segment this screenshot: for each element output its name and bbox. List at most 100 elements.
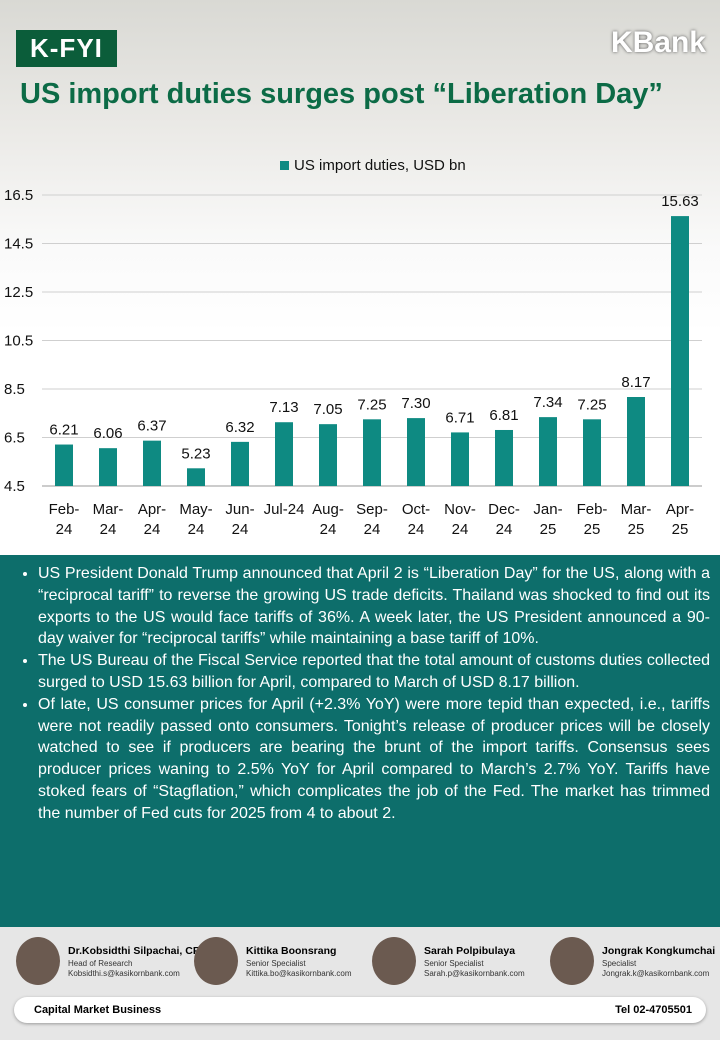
value-label: 7.25 [577, 396, 606, 413]
bar [99, 448, 117, 486]
value-label: 6.21 [49, 422, 78, 439]
brand: KBank [610, 26, 706, 59]
x-tick-part: Dec- [488, 501, 520, 518]
contact-email: Kittika.bo@kasikornbank.com [246, 969, 352, 978]
contact-name: Jongrak Kongkumchai [602, 945, 716, 957]
bar [539, 417, 557, 486]
x-tick-part: Oct- [402, 501, 430, 518]
x-tick-part: Feb- [577, 501, 608, 518]
badge: K-FYI [16, 30, 117, 67]
x-tick-part: 24 [100, 521, 117, 538]
x-tick-part: 24 [144, 521, 161, 538]
y-tick-label: 8.5 [4, 381, 25, 398]
x-tick-part: 24 [232, 521, 249, 538]
bar [363, 419, 381, 486]
value-label: 7.25 [357, 396, 386, 413]
x-tick-part: May- [179, 501, 212, 518]
contact-card: Kittika Boonsrang Senior Specialist Kittik… [194, 937, 370, 989]
y-tick-label: 6.5 [4, 430, 25, 447]
bar [495, 429, 513, 486]
value-label: 8.17 [621, 374, 650, 391]
avatar [194, 937, 238, 985]
x-tick-part: 24 [496, 521, 513, 538]
contact-role: Head of Research [68, 959, 133, 968]
y-tick-label: 10.5 [4, 333, 33, 350]
contact-card: Sarah Polpibulaya Senior Specialist Sarah.… [372, 937, 548, 989]
bar [143, 440, 161, 486]
value-label: 6.81 [489, 407, 518, 424]
bullet-list: US President Donald Trump announced that… [38, 563, 710, 825]
x-tick-label: Feb- 24 [49, 501, 80, 538]
chart: 4.5 6.5 8.5 10.5 12.5 14.5 16.5 US import dutie… [4, 157, 702, 538]
x-tick-label: Nov- 24 [444, 501, 476, 538]
contact-card: Dr.Kobsidthi Silpachai, CFA Head of Resea… [16, 937, 206, 989]
bar [231, 441, 249, 486]
contact-name: Dr.Kobsidthi Silpachai, CFA [68, 945, 207, 957]
phone: Tel 02-4705501 [615, 1004, 692, 1016]
value-label: 6.37 [137, 418, 166, 435]
x-tick-part: 24 [320, 521, 337, 538]
x-tick-part: 24 [364, 521, 381, 538]
value-label: 7.30 [401, 395, 430, 412]
value-label: 7.05 [313, 401, 342, 418]
value-label: 5.23 [181, 445, 210, 462]
footer-bar: Capital Market Business Tel 02-4705501 [14, 997, 706, 1023]
value-label: 7.34 [533, 394, 562, 411]
x-tick-part: Jan- [533, 501, 562, 518]
x-tick-label: Jul-24 [264, 501, 305, 518]
x-tick-label: Jun- 24 [225, 501, 254, 538]
text-panel: US President Donald Trump announced that… [0, 555, 720, 927]
bar [55, 444, 73, 486]
header-area: K-FYI KBank US import duties surges post… [0, 0, 720, 555]
value-label: 6.32 [225, 419, 254, 436]
bar [319, 424, 337, 486]
x-tick-label: Feb- 25 [577, 501, 608, 538]
bar [583, 419, 601, 486]
x-tick-label: May- 24 [179, 501, 212, 538]
x-tick-part: Mar- [621, 501, 652, 518]
value-label: 6.71 [445, 409, 474, 426]
bar [187, 468, 205, 486]
bar [671, 216, 689, 486]
contact-email: Jongrak.k@kasikornbank.com [602, 969, 710, 978]
contact-name: Sarah Polpibulaya [424, 945, 516, 957]
y-tick-label: 14.5 [4, 236, 33, 253]
contact-card: Jongrak Kongkumchai Specialist Jongrak.k@k… [550, 937, 720, 989]
x-tick-label: Jan- 25 [533, 501, 562, 538]
x-tick-part: 25 [628, 521, 645, 538]
bar [451, 432, 469, 486]
value-label: 7.13 [269, 399, 298, 416]
legend-swatch [280, 161, 289, 170]
x-tick-label: Dec- 24 [488, 501, 520, 538]
x-tick-label: Oct- 24 [402, 501, 430, 538]
x-tick-label: Mar- 24 [93, 501, 124, 538]
x-tick-part: Jun- [225, 501, 254, 518]
bar [407, 418, 425, 486]
legend-label: US import duties, USD bn [294, 157, 466, 174]
x-tick-part: Apr- [138, 501, 166, 518]
contact-role: Senior Specialist [424, 959, 484, 968]
value-label: 6.06 [93, 425, 122, 442]
x-tick-part: 24 [56, 521, 73, 538]
avatar [372, 937, 416, 985]
x-tick-part: Sep- [356, 501, 388, 518]
x-tick-part: Apr- [666, 501, 694, 518]
x-tick-part: Nov- [444, 501, 476, 518]
bullet: Of late, US consumer prices for April (+… [38, 694, 710, 825]
x-tick-part: Aug- [312, 501, 344, 518]
x-tick-label: Apr- 25 [666, 501, 694, 538]
x-tick-label: Aug- 24 [312, 501, 344, 538]
contact-role: Senior Specialist [246, 959, 306, 968]
x-tick-label: Apr- 24 [138, 501, 166, 538]
x-tick-part: 25 [584, 521, 601, 538]
contact-email: Kobsidthi.s@kasikornbank.com [68, 969, 180, 978]
avatar [550, 937, 594, 985]
bar [627, 397, 645, 486]
x-tick-part: 24 [452, 521, 469, 538]
y-tick-label: 12.5 [4, 284, 33, 301]
x-tick-part: 24 [408, 521, 425, 538]
bar [275, 422, 293, 486]
avatar [16, 937, 60, 985]
y-tick-label: 16.5 [4, 187, 33, 204]
